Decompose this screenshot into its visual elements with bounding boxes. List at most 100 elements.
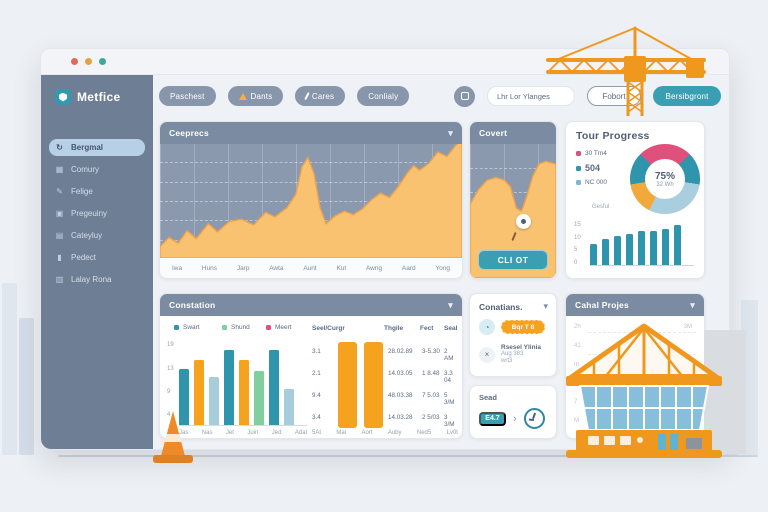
- table-orange-bar: [364, 342, 383, 428]
- calculator-icon: ▣: [55, 209, 64, 218]
- chevron-down-icon[interactable]: ▾: [543, 301, 548, 311]
- secondary-button[interactable]: Fobort: [587, 86, 641, 106]
- tool-icon: [304, 92, 310, 100]
- primary-button[interactable]: Bersibgront: [653, 86, 721, 106]
- document-icon: ▥: [55, 275, 64, 284]
- chevron-down-icon[interactable]: ▾: [448, 299, 453, 310]
- decor-bar: [2, 283, 17, 455]
- sead-value-button[interactable]: E4.7: [479, 411, 506, 426]
- conatians-row: × Rsesel Ylinia Aug 383 wrt3: [479, 344, 541, 365]
- table-row[interactable]: 3.1 28.02.89 3-5.30 2 AM: [312, 348, 454, 362]
- sidebar-nav: ↻ Bergmal ▦ Comury ✎ Felige ▣ Pregeuiny ▤ Cat…: [41, 139, 153, 288]
- legend-item: NC 000: [576, 179, 607, 186]
- sidebar-item-5[interactable]: ▮ Pedect: [41, 249, 153, 266]
- close-icon: ×: [479, 346, 495, 363]
- bar: [269, 349, 279, 425]
- sead-title: Sead: [479, 393, 497, 402]
- gauge-icon: ◔: [479, 319, 495, 335]
- sidebar: Metfice ↻ Bergmal ▦ Comury ✎ Felige ▣ Pregeu…: [41, 75, 153, 449]
- table-row[interactable]: 9.4 48.03.38 7 5.03 5 3/M: [312, 392, 455, 406]
- panel-covert: Covert CLI OT: [469, 121, 557, 279]
- bar: [209, 376, 219, 425]
- toolbar-icon-button[interactable]: [454, 85, 475, 107]
- panel-overview-header[interactable]: Ceeprecs ▾: [160, 122, 462, 144]
- legend-item: Meert: [266, 324, 292, 331]
- brand-logo: Metfice: [41, 89, 153, 105]
- bar: [194, 360, 204, 425]
- progress-donut-chart: 75% 32 Wh: [630, 144, 700, 214]
- sidebar-item-1[interactable]: ▦ Comury: [55, 165, 100, 174]
- y-tick: 13: [167, 366, 174, 372]
- panel-cahal-header[interactable]: Cahal Projes ▾: [566, 294, 704, 316]
- y-tick: 19: [167, 342, 174, 348]
- overview-area-chart: [160, 144, 462, 258]
- covert-area-chart: CLI OT: [470, 144, 556, 278]
- brand-name: Metfice: [77, 90, 121, 104]
- panel-progress: Tour Progress 30 Tm4 504 NC 000 Gesful 7…: [565, 121, 705, 279]
- close-window-button[interactable]: [71, 58, 78, 65]
- bar: [284, 389, 294, 425]
- toolbar-button-0[interactable]: Paschest: [159, 86, 216, 106]
- search-input[interactable]: Lhr Lor Ylanges: [487, 86, 575, 106]
- map-pin-icon[interactable]: [516, 213, 532, 229]
- grid-icon: ▦: [55, 165, 64, 174]
- sidebar-item-0[interactable]: ↻ Bergmal: [49, 139, 145, 156]
- table-row[interactable]: 2.1 14.03.05 1 8.48 3.3 04: [312, 370, 453, 384]
- conatians-title: Conatians.: [479, 301, 523, 312]
- sidebar-item-3[interactable]: ▣ Pregeuiny: [55, 209, 108, 218]
- bar: [179, 368, 189, 425]
- toolbar-button-2[interactable]: Cares: [295, 86, 346, 106]
- covert-action-button[interactable]: CLI OT: [478, 250, 548, 270]
- bar: [650, 230, 657, 265]
- donut-center-sub: 32 Wh: [656, 181, 674, 188]
- maximize-window-button[interactable]: [99, 58, 106, 65]
- panel-constation-header[interactable]: Constation ▾: [160, 294, 462, 316]
- sidebar-item-6[interactable]: ▥ Lalay Rona: [55, 275, 112, 284]
- overview-x-axis: Iwa Huns Jarp Awta Aunt Kut Awng Aard Yong: [160, 258, 462, 278]
- table-row[interactable]: 3.4 14.03.28 2 5/03 3 3/M: [312, 414, 455, 428]
- warning-icon: [238, 92, 247, 100]
- sidebar-item-4[interactable]: ▤ Cateyluy: [55, 231, 103, 240]
- main-content: Paschest Dants Cares Conlialy Lhr Lor Yl…: [153, 75, 729, 449]
- constation-table: 3.1 28.02.89 3-5.30 2 AM 2.1 14.03.05 1 8.4…: [312, 342, 458, 428]
- bar: [590, 244, 597, 265]
- chevron-right-icon[interactable]: ›: [513, 412, 517, 425]
- table-header: Thgile: [384, 325, 404, 332]
- toolbar-button-3[interactable]: Conlialy: [357, 86, 410, 106]
- legend-item: 30 Tm4: [576, 150, 607, 157]
- window-titlebar[interactable]: [41, 49, 729, 75]
- bar: [239, 360, 249, 425]
- minimize-window-button[interactable]: [85, 58, 92, 65]
- sidebar-item-2[interactable]: ✎ Felige: [56, 187, 93, 196]
- constation-x-axis: Jas Nas Jet Juin Jed Adal: [179, 430, 307, 436]
- toolbar: Paschest Dants Cares Conlialy Lhr Lor Yl…: [159, 85, 721, 107]
- bar: [638, 231, 645, 265]
- panel-constation: Constation ▾ Swart Shund Meert Seel/Curg…: [159, 293, 463, 439]
- chevron-down-icon[interactable]: ▾: [448, 127, 453, 138]
- conatians-row-title: Rsesel Ylinia: [501, 344, 541, 351]
- legend-note: Gesful: [592, 204, 610, 210]
- bar: [662, 229, 669, 265]
- legend-item: Swart: [174, 324, 200, 331]
- conatians-row: ◔ Bqr T 8: [479, 319, 545, 335]
- chevron-down-icon[interactable]: ▾: [690, 299, 695, 310]
- bar: [674, 224, 681, 265]
- bar: [602, 239, 609, 265]
- legend-item: 504: [576, 163, 607, 173]
- conatians-action-button[interactable]: Bqr T 8: [501, 320, 545, 334]
- conatians-row-sub: wrt3: [501, 358, 513, 365]
- app-window: Metfice ↻ Bergmal ▦ Comury ✎ Felige ▣ Pregeu…: [40, 48, 730, 450]
- cahal-top-right-label: 3M: [683, 324, 692, 330]
- toolbar-button-1[interactable]: Dants: [227, 86, 284, 106]
- bar: [254, 371, 264, 425]
- y-tick: 4: [167, 412, 171, 418]
- panel-covert-header[interactable]: Covert: [470, 122, 556, 144]
- constation-bar-chart: [179, 346, 307, 426]
- panel-sead: Sead E4.7 ›: [469, 385, 557, 439]
- progress-bar-chart: [590, 222, 694, 266]
- panel-conatians: Conatians. ▾ ◔ Bqr T 8 × Rsesel Ylinia A…: [469, 293, 557, 377]
- bar: [224, 349, 234, 425]
